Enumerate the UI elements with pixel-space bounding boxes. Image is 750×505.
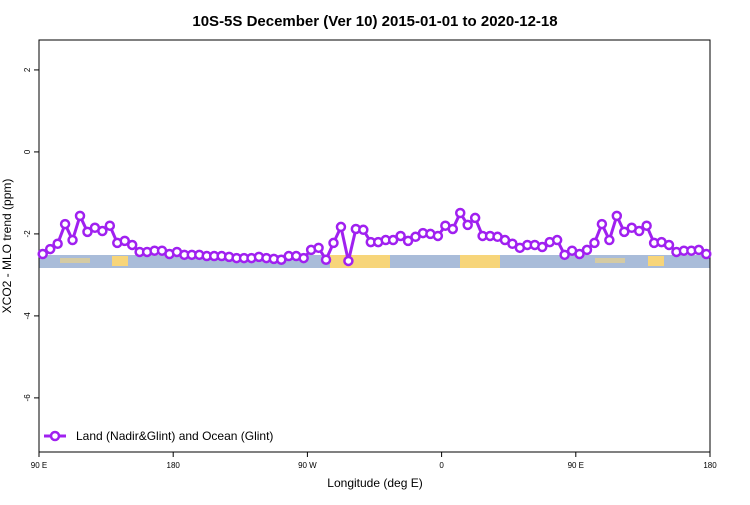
point: [432, 230, 444, 242]
y-tick-label: 0: [23, 149, 32, 154]
point: [641, 220, 652, 231]
point: [559, 249, 570, 261]
point: [44, 243, 56, 255]
point: [589, 237, 600, 249]
point: [537, 241, 548, 253]
y-tick-label: -4: [23, 312, 32, 320]
point: [693, 244, 705, 256]
plot-frame: [38, 39, 711, 453]
x-axis-label: Longitude (deg E): [327, 476, 422, 490]
point: [298, 252, 309, 264]
point: [82, 226, 93, 238]
point: [74, 210, 86, 222]
point: [395, 230, 406, 242]
point: [611, 210, 623, 222]
point: [328, 237, 339, 249]
x-tick-label: 180: [167, 461, 181, 470]
point: [551, 234, 563, 246]
x-tick-label: 90 W: [298, 461, 317, 470]
y-tick-label: 2: [23, 67, 32, 72]
land-patch: [330, 255, 390, 268]
point: [358, 224, 369, 236]
point: [104, 220, 116, 231]
x-tick-label: 90 E: [568, 461, 584, 470]
land-patch: [460, 255, 500, 268]
land-patch: [60, 258, 90, 263]
point: [581, 244, 593, 256]
point: [387, 234, 399, 246]
point: [126, 239, 138, 251]
legend-marker: [49, 430, 61, 442]
chart-title: 10S-5S December (Ver 10) 2015-01-01 to 2…: [192, 13, 557, 30]
point: [633, 225, 645, 237]
y-tick-label: -6: [23, 394, 32, 402]
point: [119, 235, 130, 247]
point: [97, 225, 108, 237]
point: [37, 248, 48, 260]
point: [596, 218, 608, 230]
point: [604, 234, 615, 246]
point: [59, 218, 71, 230]
land-patch: [595, 258, 625, 263]
point: [320, 254, 332, 265]
x-tick-label: 180: [703, 461, 717, 470]
point: [313, 242, 324, 254]
x-tick-label: 90 E: [31, 461, 47, 470]
point: [574, 248, 585, 260]
point: [507, 238, 518, 249]
legend-label: Land (Nadir&Glint) and Ocean (Glint): [76, 429, 273, 443]
point: [701, 248, 712, 260]
point: [447, 223, 459, 235]
point: [619, 226, 630, 238]
point: [335, 221, 347, 233]
y-axis-label: XCO2 - MLO trend (ppm): [0, 179, 14, 314]
point: [462, 219, 473, 231]
point: [52, 238, 63, 249]
point: [343, 255, 354, 267]
point: [454, 207, 466, 219]
point: [663, 239, 675, 251]
point: [67, 234, 78, 246]
point: [469, 212, 481, 224]
point: [402, 235, 414, 247]
x-tick-label: 0: [439, 461, 444, 470]
y-tick-label: -2: [23, 230, 32, 238]
land-patch: [112, 256, 128, 266]
land-patch: [648, 256, 664, 266]
